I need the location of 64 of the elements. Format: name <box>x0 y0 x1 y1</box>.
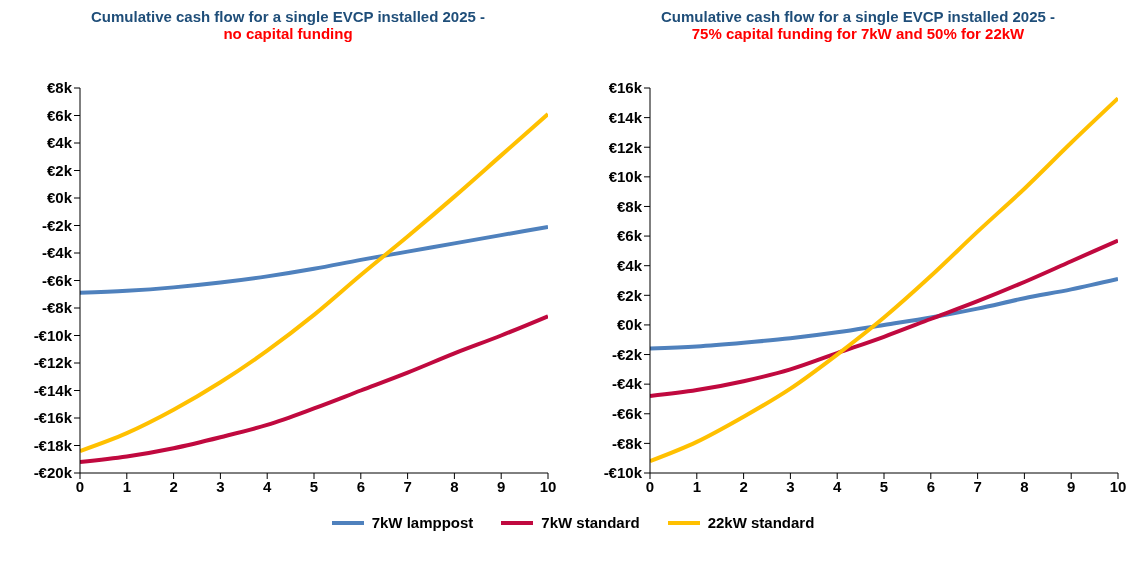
line-series <box>80 224 548 295</box>
line-series <box>650 277 1118 351</box>
y-tick-label: -€10k <box>603 464 643 482</box>
x-tick-label: 10 <box>1109 477 1127 495</box>
legend-label: 7kW standard <box>541 514 640 531</box>
x-tick-label: 4 <box>263 477 273 495</box>
y-tick-label: -€20k <box>33 464 73 482</box>
x-tick-label: 6 <box>926 477 935 495</box>
y-tick-label: -€12k <box>33 354 73 372</box>
y-tick-label: -€4k <box>611 375 643 393</box>
x-tick-label: 9 <box>1067 477 1076 495</box>
x-tick-label: 0 <box>645 477 655 495</box>
line-series <box>80 112 548 453</box>
x-tick-label: 4 <box>833 477 843 495</box>
x-tick-label: 5 <box>309 477 319 495</box>
y-tick-label: €0k <box>616 316 643 334</box>
x-tick-label: 10 <box>539 477 557 495</box>
chart-title: Cumulative cash flow for a single EVCP installed 2025 - <box>90 8 486 25</box>
x-tick-label: 3 <box>216 477 225 495</box>
y-tick-label: -€2k <box>41 216 73 234</box>
y-tick-label: €4k <box>616 257 643 275</box>
y-tick-label: €6k <box>46 106 73 124</box>
y-tick-label: -€14k <box>33 381 73 399</box>
y-tick-label: -€10k <box>33 326 73 344</box>
line-series <box>80 314 548 464</box>
y-tick-label: €4k <box>46 134 73 152</box>
x-tick-label: 5 <box>879 477 889 495</box>
x-tick-label: 7 <box>403 477 412 495</box>
y-tick-label: €14k <box>608 108 643 126</box>
y-tick-label: -€6k <box>611 405 643 423</box>
line-series <box>650 238 1118 398</box>
x-tick-label: 2 <box>739 477 748 495</box>
y-tick-label: -€18k <box>33 436 73 454</box>
x-tick-label: 8 <box>450 477 459 495</box>
y-tick-label: €0k <box>46 189 73 207</box>
y-tick-label: -€2k <box>611 345 643 363</box>
y-tick-label: €12k <box>608 138 643 156</box>
y-tick-label: €16k <box>608 79 643 97</box>
y-tick-label: -€8k <box>41 299 73 317</box>
chart-subtitle: no capital funding <box>222 25 354 42</box>
chart-subtitle: 75% capital funding for 7kW and 50% for 22kW <box>690 25 1026 42</box>
y-tick-label: -€16k <box>33 409 73 427</box>
line-series <box>650 96 1118 464</box>
x-tick-label: 9 <box>497 477 506 495</box>
y-tick-label: €6k <box>616 227 643 245</box>
x-tick-label: 7 <box>973 477 982 495</box>
y-tick-label: €10k <box>608 168 643 186</box>
x-tick-label: 6 <box>356 477 365 495</box>
y-tick-label: €8k <box>616 197 643 215</box>
x-tick-label: 0 <box>75 477 85 495</box>
x-tick-label: 3 <box>786 477 795 495</box>
y-tick-label: €2k <box>46 161 73 179</box>
x-tick-label: 1 <box>692 477 701 495</box>
y-tick-label: -€6k <box>41 271 73 289</box>
x-tick-label: 1 <box>122 477 131 495</box>
legend-label: 22kW standard <box>707 514 815 531</box>
legend-label: 7kW lamppost <box>371 514 474 531</box>
chart-title: Cumulative cash flow for a single EVCP installed 2025 - <box>660 8 1056 25</box>
y-tick-label: €2k <box>616 286 643 304</box>
x-tick-label: 2 <box>169 477 178 495</box>
y-tick-label: -€8k <box>611 434 643 452</box>
x-tick-label: 8 <box>1020 477 1029 495</box>
y-tick-label: -€4k <box>41 244 73 262</box>
y-tick-label: €8k <box>46 79 73 97</box>
